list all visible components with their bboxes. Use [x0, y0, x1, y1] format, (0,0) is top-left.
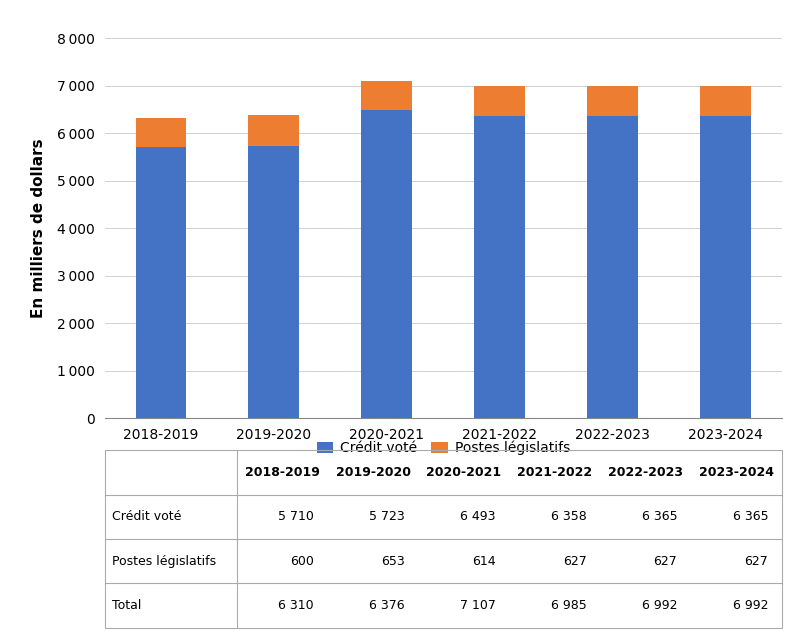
Text: 6 358: 6 358: [550, 510, 587, 523]
Legend: Crédit voté, Postes législatifs: Crédit voté, Postes législatifs: [311, 436, 575, 461]
Text: 627: 627: [654, 555, 677, 567]
Text: Postes législatifs: Postes législatifs: [111, 555, 216, 567]
Text: 2019-2020: 2019-2020: [335, 466, 410, 479]
Text: 6 985: 6 985: [550, 599, 587, 612]
Bar: [700, 86, 751, 116]
Y-axis label: En milliers de dollars: En milliers de dollars: [31, 138, 46, 318]
Bar: [361, 81, 412, 110]
Text: 2018-2019: 2018-2019: [245, 466, 320, 479]
Text: Total: Total: [111, 599, 141, 612]
Text: 6 992: 6 992: [733, 599, 768, 612]
Text: Crédit voté: Crédit voté: [111, 510, 181, 523]
Bar: [361, 110, 412, 418]
Bar: [248, 146, 299, 418]
Text: 6 310: 6 310: [278, 599, 314, 612]
Bar: [475, 86, 526, 116]
Text: 627: 627: [563, 555, 587, 567]
Bar: [588, 86, 638, 116]
Text: 7 107: 7 107: [459, 599, 496, 612]
Text: 600: 600: [290, 555, 314, 567]
Text: 5 723: 5 723: [369, 510, 405, 523]
Text: 5 710: 5 710: [278, 510, 314, 523]
Text: 6 365: 6 365: [642, 510, 677, 523]
Text: 614: 614: [472, 555, 496, 567]
Bar: [135, 147, 186, 418]
Text: 2022-2023: 2022-2023: [608, 466, 683, 479]
Text: 2021-2022: 2021-2022: [517, 466, 592, 479]
Text: 627: 627: [745, 555, 768, 567]
Bar: [588, 116, 638, 418]
Text: 2023-2024: 2023-2024: [699, 466, 774, 479]
Text: 6 992: 6 992: [642, 599, 677, 612]
Text: 6 493: 6 493: [460, 510, 496, 523]
Text: 2020-2021: 2020-2021: [426, 466, 501, 479]
Bar: [475, 116, 526, 418]
Text: 6 365: 6 365: [733, 510, 768, 523]
Text: 653: 653: [381, 555, 405, 567]
Bar: [700, 116, 751, 418]
Bar: [135, 119, 186, 147]
Text: 6 376: 6 376: [369, 599, 405, 612]
Bar: [248, 115, 299, 146]
